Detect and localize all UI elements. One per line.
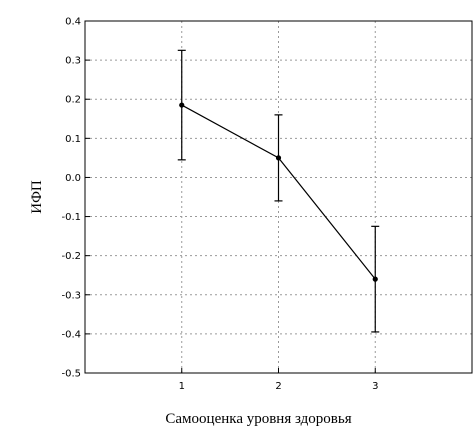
data-point	[179, 102, 185, 108]
y-tick-label: 0.4	[65, 17, 81, 28]
y-tick-label: 0.2	[65, 95, 81, 106]
data-point	[372, 276, 378, 282]
y-tick-label: -0.2	[61, 251, 81, 262]
series-group	[177, 49, 380, 333]
y-tick-label: -0.1	[61, 212, 81, 223]
x-axis-title: Самооценка уровня здоровья	[165, 411, 351, 427]
x-tick-label: 3	[372, 381, 378, 392]
axis-ticks: 0.4 0.3 0.2 0.1 0.0 -0.1 -0.2 -0.3 -0.4 -0.5 1 2 3	[61, 17, 378, 393]
x-tick-label: 2	[275, 381, 281, 392]
y-tick-label: -0.3	[61, 290, 81, 301]
y-tick-label: 0.1	[65, 134, 81, 145]
y-tick-label: -0.4	[61, 329, 81, 340]
y-axis-title: ИФП	[29, 180, 45, 214]
y-tick-label: -0.5	[61, 369, 81, 380]
y-tick-label: 0.0	[65, 173, 81, 184]
data-point	[275, 155, 282, 161]
y-tick-label: 0.3	[65, 56, 81, 67]
x-tick-label: 1	[179, 381, 185, 392]
